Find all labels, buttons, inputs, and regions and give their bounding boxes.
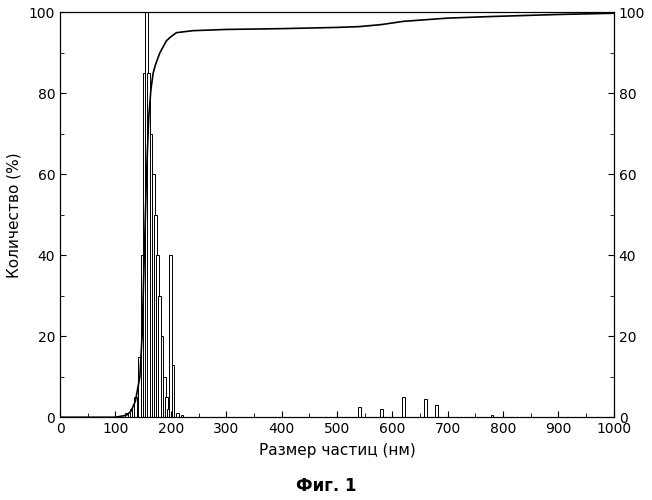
Bar [154,215,156,417]
Bar [158,296,161,417]
Text: Фиг. 1: Фиг. 1 [296,477,356,495]
Y-axis label: Количество (%): Количество (%) [7,152,22,278]
Bar [424,399,427,417]
Bar [143,73,145,417]
Bar [145,12,148,417]
Bar [358,407,361,417]
Bar [160,336,164,417]
Bar [176,413,179,417]
Bar [380,409,383,417]
Bar [141,256,143,417]
Bar [130,409,132,417]
Bar [402,397,405,417]
Bar [149,134,153,417]
Bar [138,356,141,417]
Bar [156,256,159,417]
Bar [152,174,155,417]
Bar [181,415,183,417]
Bar [168,409,170,417]
Bar [147,73,150,417]
Bar [163,377,166,417]
Bar [436,405,438,417]
Bar [490,415,494,417]
Bar [134,397,137,417]
Bar [165,397,168,417]
Bar [171,364,175,417]
Bar [170,256,172,417]
X-axis label: Размер частиц (нм): Размер частиц (нм) [259,443,415,458]
Bar [125,413,128,417]
